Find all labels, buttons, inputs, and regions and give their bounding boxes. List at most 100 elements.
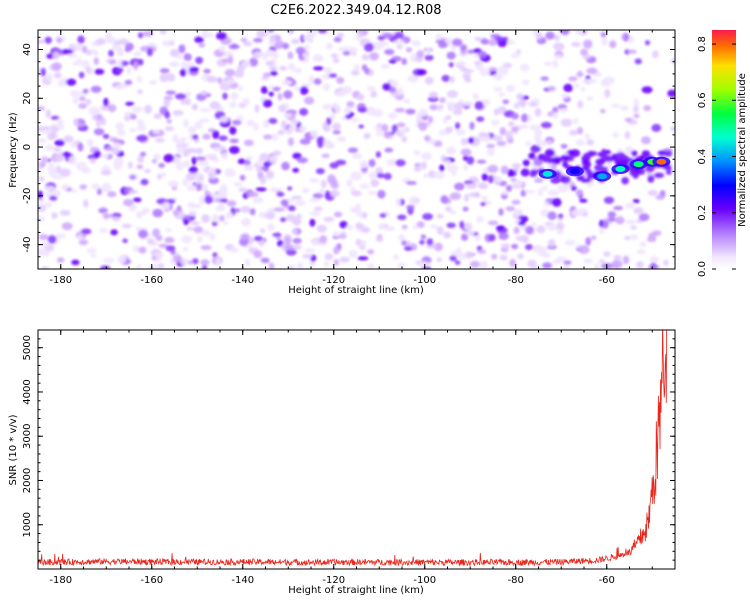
noise-blob: [520, 189, 527, 197]
noise-blob: [376, 123, 383, 128]
noise-blob: [136, 135, 148, 142]
noise-blob: [586, 67, 598, 75]
noise-blob: [175, 93, 187, 100]
noise-blob: [76, 57, 82, 66]
noise-blob: [63, 135, 74, 143]
noise-blob: [333, 231, 340, 237]
noise-blob: [257, 158, 263, 167]
noise-blob: [398, 234, 406, 241]
noise-blob: [238, 187, 248, 192]
noise-blob: [619, 154, 629, 161]
noise-blob: [142, 30, 154, 37]
noise-blob: [86, 247, 97, 254]
noise-blob: [558, 213, 564, 219]
noise-blob: [601, 148, 607, 156]
noise-blob: [191, 156, 197, 165]
noise-blob: [327, 174, 336, 184]
noise-blob: [342, 50, 351, 56]
noise-blob: [89, 158, 97, 164]
noise-blob: [401, 224, 408, 230]
noise-blob: [90, 85, 102, 93]
noise-blob: [108, 49, 114, 57]
noise-blob: [161, 40, 172, 47]
noise-blob: [479, 261, 489, 269]
noise-blob: [553, 54, 563, 59]
noise-blob: [377, 189, 386, 199]
noise-blob: [522, 79, 530, 86]
noise-blob: [183, 218, 189, 226]
noise-blob: [350, 70, 360, 76]
noise-blob: [498, 92, 505, 97]
noise-blob: [405, 181, 417, 185]
noise-blob: [242, 41, 253, 47]
noise-blob: [296, 157, 308, 164]
spectrogram-y-tick-label: 0: [22, 144, 33, 150]
noise-blob: [51, 212, 58, 219]
noise-blob: [225, 212, 234, 219]
noise-blob: [228, 44, 240, 50]
noise-blob: [261, 76, 269, 81]
noise-blob: [139, 151, 147, 157]
signal-point: [542, 170, 553, 177]
noise-blob: [384, 147, 394, 153]
noise-blob: [163, 153, 175, 163]
noise-blob: [303, 96, 315, 105]
noise-blob: [209, 232, 216, 241]
noise-blob: [158, 163, 166, 168]
noise-blob: [421, 152, 432, 161]
noise-blob: [77, 35, 85, 44]
noise-blob: [159, 68, 170, 74]
noise-blob: [206, 76, 218, 83]
noise-blob: [93, 150, 102, 158]
noise-blob: [246, 155, 254, 160]
noise-blob: [329, 162, 339, 169]
noise-blob: [53, 147, 61, 152]
noise-blob: [200, 245, 212, 251]
noise-blob: [582, 54, 591, 60]
noise-blob: [479, 68, 491, 76]
noise-blob: [600, 78, 611, 88]
noise-blob: [326, 42, 333, 50]
noise-blob: [602, 220, 609, 229]
noise-blob: [405, 47, 413, 53]
noise-blob: [201, 265, 208, 269]
noise-blob: [71, 259, 80, 266]
noise-blob: [155, 235, 163, 241]
noise-blob: [132, 245, 140, 252]
noise-blob: [333, 211, 343, 218]
noise-blob: [348, 249, 358, 259]
noise-blob: [268, 41, 275, 47]
noise-blob: [228, 55, 234, 65]
noise-blob: [38, 248, 46, 256]
noise-blob: [478, 50, 487, 58]
snr-y-axis: 1000 2000 3000 4000 5000: [22, 329, 675, 561]
noise-blob: [623, 33, 629, 42]
noise-blob: [313, 66, 324, 71]
noise-blob: [505, 206, 516, 212]
noise-blob: [422, 173, 429, 179]
noise-blob: [86, 49, 92, 56]
noise-blob: [502, 67, 509, 76]
noise-blob: [228, 101, 237, 109]
noise-blob: [639, 241, 647, 248]
noise-blob: [491, 253, 498, 260]
noise-blob: [70, 89, 80, 98]
noise-blob: [651, 123, 662, 132]
noise-blob: [162, 201, 171, 211]
noise-blob: [350, 117, 360, 123]
noise-blob: [125, 42, 134, 51]
noise-blob: [601, 37, 608, 46]
noise-blob: [265, 60, 274, 66]
noise-blob: [263, 72, 271, 78]
noise-blob: [79, 184, 88, 190]
noise-blob: [391, 124, 398, 133]
noise-blob: [438, 41, 448, 49]
noise-blob: [253, 37, 263, 43]
noise-blob: [209, 101, 221, 110]
noise-blob: [517, 100, 528, 106]
snr-x-axis: -180 -160 -140 -120 -100 -80 -60: [37, 330, 676, 586]
noise-blob: [322, 83, 331, 91]
spectrogram-x-tick-label: -160: [140, 275, 163, 286]
noise-blob: [582, 78, 592, 84]
noise-blob: [61, 48, 74, 55]
